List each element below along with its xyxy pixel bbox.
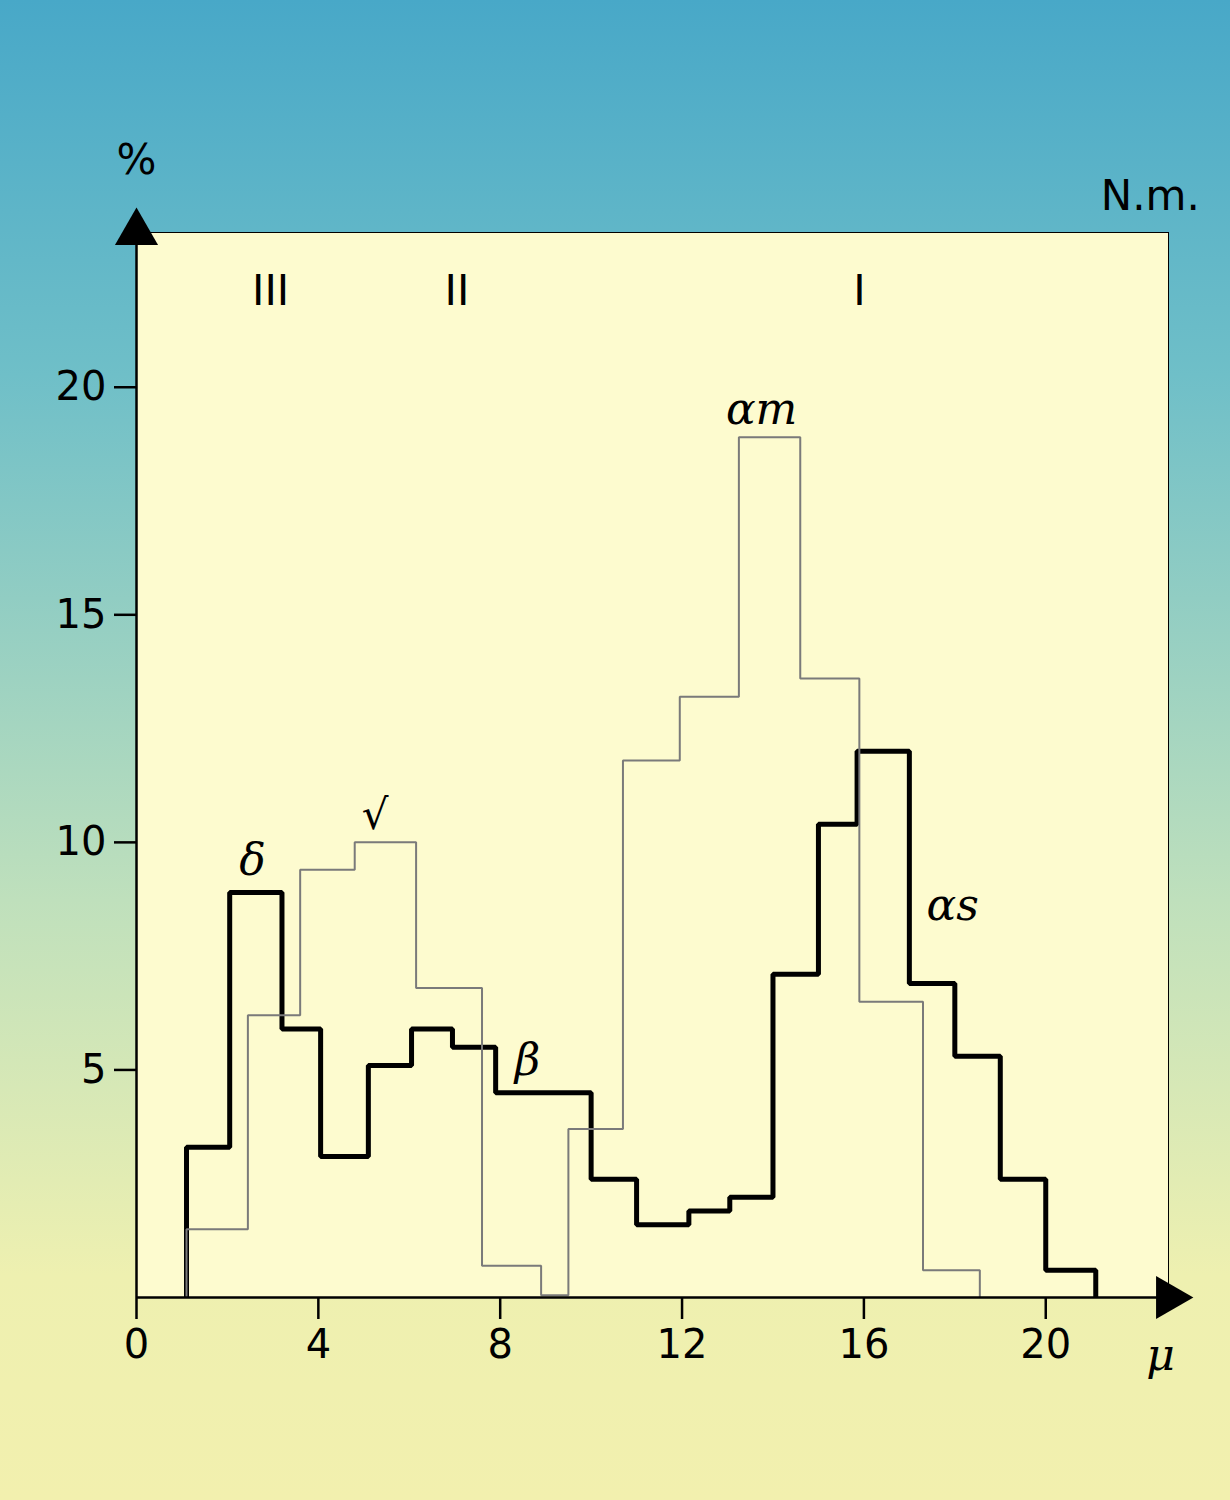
svg-text:β: β [513, 1034, 540, 1085]
svg-text:0: 0 [124, 1321, 149, 1367]
svg-text:αs: αs [926, 879, 978, 930]
svg-text:15: 15 [56, 591, 107, 637]
svg-text:8: 8 [487, 1321, 512, 1367]
svg-text:μ: μ [1146, 1329, 1175, 1380]
svg-text:II: II [445, 266, 470, 315]
svg-text:III: III [252, 266, 289, 315]
svg-text:20: 20 [56, 363, 107, 409]
svg-text:N.m.: N.m. [1101, 171, 1200, 220]
svg-text:4: 4 [306, 1321, 331, 1367]
svg-text:%: % [117, 135, 157, 184]
svg-text:αm: αm [726, 383, 797, 434]
svg-text:√: √ [362, 790, 389, 839]
svg-text:I: I [853, 266, 865, 315]
svg-text:δ: δ [239, 834, 265, 885]
svg-text:12: 12 [657, 1321, 708, 1367]
svg-text:10: 10 [56, 818, 107, 864]
svg-text:5: 5 [81, 1046, 106, 1092]
svg-text:16: 16 [838, 1321, 889, 1367]
svg-text:20: 20 [1020, 1321, 1071, 1367]
